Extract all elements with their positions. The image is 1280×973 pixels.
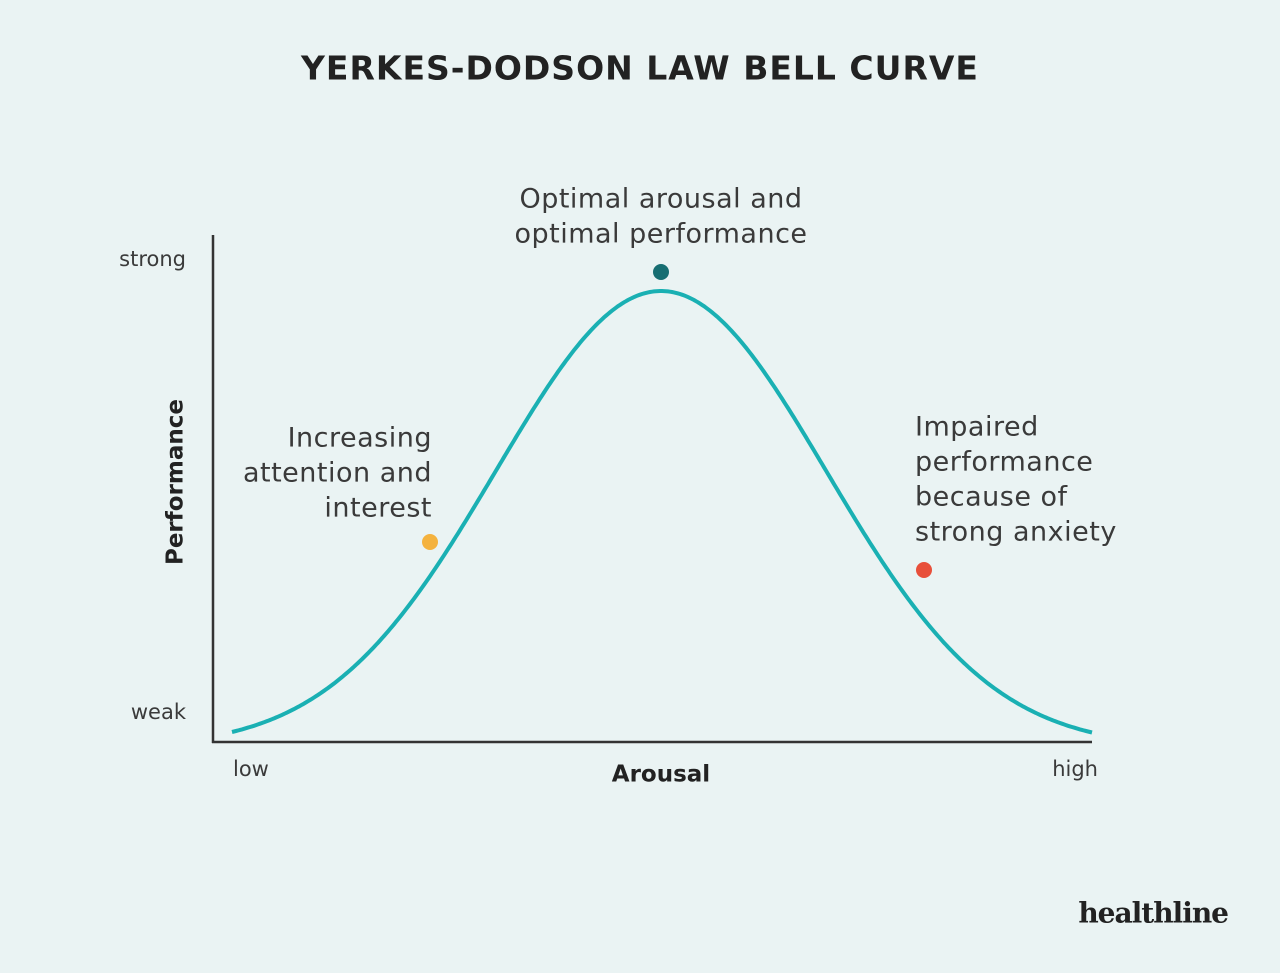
x-axis-title: Arousal [612, 762, 710, 788]
annotation-line: strong anxiety [915, 517, 1117, 548]
annotation-line: because of [915, 482, 1069, 513]
annotation-line: Increasing [288, 423, 432, 454]
y-axis-title: Performance [163, 399, 189, 565]
annotation-line: performance [915, 447, 1093, 478]
brand-logo: healthline [1078, 897, 1228, 930]
x-right-label: high [1052, 757, 1098, 781]
bell-curve [231, 289, 1093, 735]
annotation-line: interest [324, 493, 432, 524]
dot-impaired [916, 562, 932, 578]
dot-increasing [422, 534, 438, 550]
dot-optimal [653, 264, 669, 280]
y-bottom-label: weak [131, 700, 187, 724]
annotation-line: Optimal arousal and [519, 184, 802, 215]
annotation-line: optimal performance [514, 219, 807, 250]
y-top-label: strong [119, 247, 186, 271]
annotation-line: Impaired [915, 412, 1039, 443]
annotation-line: attention and [243, 458, 432, 489]
x-left-label: low [233, 757, 269, 781]
title: YERKES-DODSON LAW BELL CURVE [300, 49, 979, 88]
